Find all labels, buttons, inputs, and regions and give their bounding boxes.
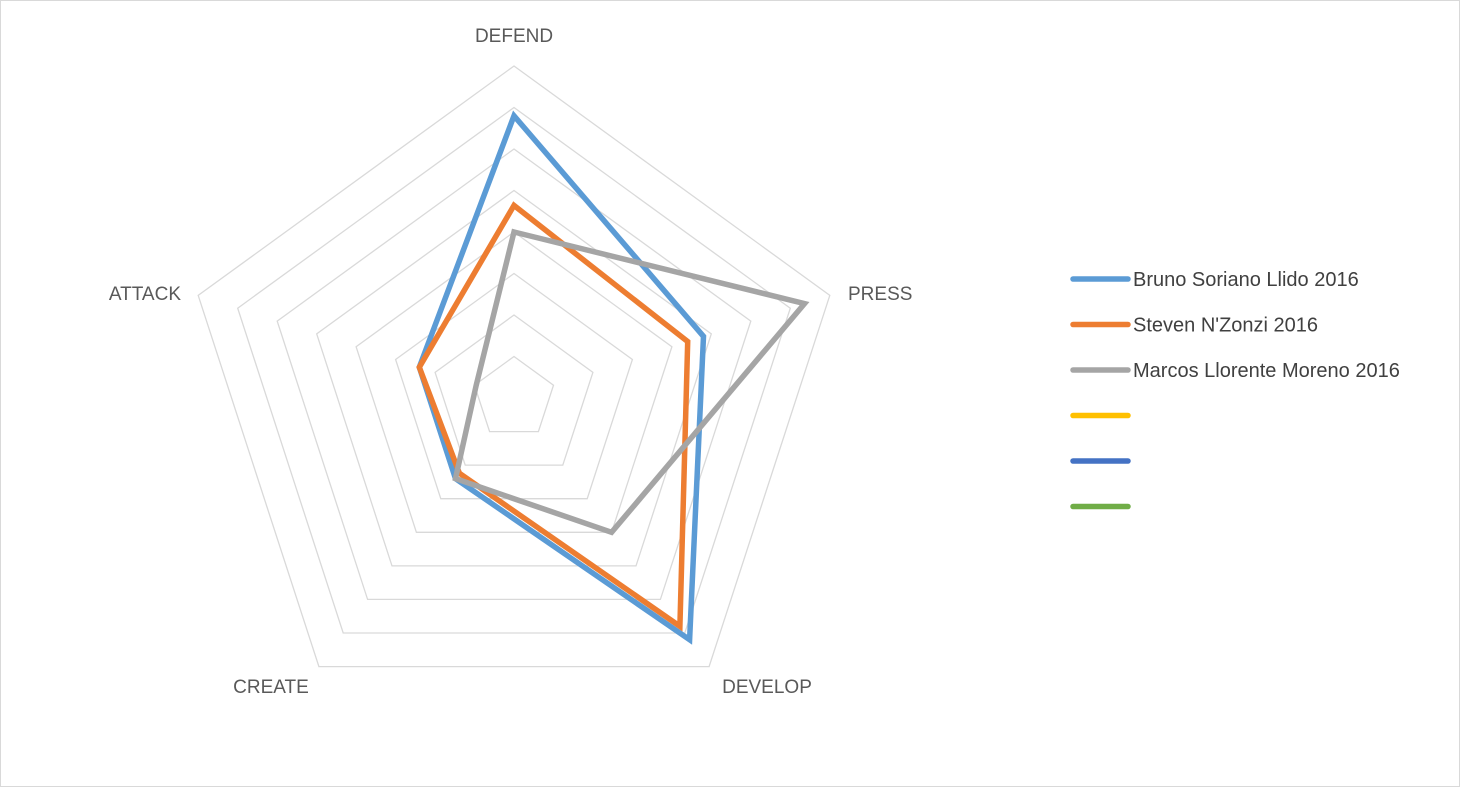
grid-ring [236,106,792,634]
series-line-3 [452,228,810,536]
legend-label-1: Bruno Soriano Llido 2016 [1133,269,1359,291]
axis-label-defend: DEFEND [475,26,553,47]
axis-label-press: PRESS [848,284,912,305]
grid-ring [355,231,673,533]
grid-ring [434,314,594,466]
grid-ring [276,148,752,601]
grid-ring [197,65,831,668]
grid-ring [473,355,555,433]
axis-label-create: CREATE [233,677,309,698]
legend[interactable]: Bruno Soriano Llido 2016 Steven N'Zonzi 2… [1070,269,1400,510]
legend-label-2: Steven N'Zonzi 2016 [1133,315,1318,337]
radar-grid [197,65,831,668]
axis-labels: DEFEND PRESS DEVELOP CREATE ATTACK [109,26,913,698]
series-line-1 [416,110,707,645]
axis-label-develop: DEVELOP [722,677,812,698]
legend-label-3: Marcos Llorente Moreno 2016 [1133,360,1400,382]
radar-series [416,110,810,645]
series-line-2 [416,201,691,632]
axis-label-attack: ATTACK [109,284,181,305]
